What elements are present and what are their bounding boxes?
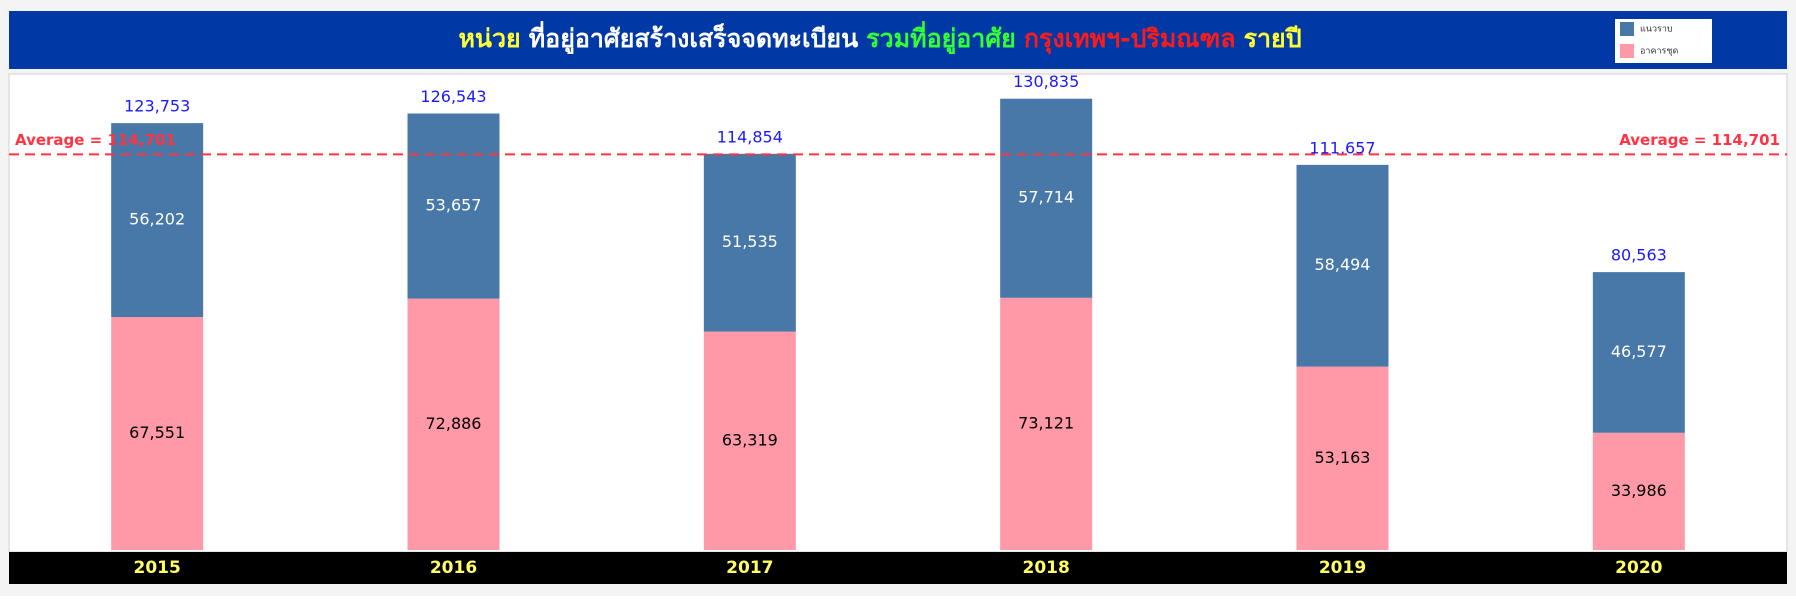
total-label: 126,543	[420, 87, 486, 106]
value-label: 51,535	[722, 232, 778, 251]
title-bar	[9, 11, 1787, 69]
bar-segment	[1296, 164, 1389, 367]
bar-segment	[1592, 272, 1685, 433]
value-label: 58,494	[1315, 255, 1371, 274]
bar-segment	[703, 331, 796, 550]
chart-title: หน่วย ที่อยู่อาศัยสร้างเสร็จจดทะเบียน รวมท…	[458, 21, 1301, 55]
bar-segment	[407, 113, 500, 299]
axis-band	[9, 552, 1787, 584]
bar-segment	[1592, 432, 1685, 550]
bar-segment	[1296, 366, 1389, 550]
average-label: Average = 114,701	[1619, 131, 1780, 149]
bar-segment	[703, 153, 796, 332]
x-tick-label: 2017	[726, 558, 773, 578]
title-part: รายปี	[1244, 24, 1302, 53]
bar-segment	[407, 298, 500, 550]
title-part: รวมที่อยู่อาศัย	[866, 21, 1016, 55]
value-label: 67,551	[129, 423, 185, 442]
x-tick-label: 2015	[134, 558, 181, 578]
title-part: ที่อยู่อาศัยสร้างเสร็จจดทะเบียน	[529, 21, 858, 55]
total-label: 111,657	[1309, 138, 1375, 157]
plot-area	[8, 73, 1788, 553]
value-label: 72,886	[426, 414, 482, 433]
average-label: Average = 114,701	[15, 131, 176, 149]
value-label: 63,319	[722, 430, 778, 449]
x-tick-label: 2019	[1319, 558, 1366, 578]
legend-swatch	[1620, 44, 1634, 58]
value-label: 57,714	[1018, 188, 1074, 207]
total-label: 114,854	[717, 127, 783, 146]
value-label: 33,986	[1611, 481, 1667, 500]
bar-segment	[111, 316, 204, 550]
title-part: กรุงเทพฯ-ปริมณฑล	[1024, 24, 1236, 55]
value-label: 53,163	[1315, 448, 1371, 467]
title-part: หน่วย	[458, 24, 520, 53]
legend-label: แนวราบ	[1640, 25, 1673, 35]
x-tick-label: 2020	[1615, 558, 1662, 578]
x-tick-label: 2018	[1023, 558, 1070, 578]
bar-segment	[1000, 98, 1093, 298]
legend-label: อาคารชุด	[1640, 47, 1678, 57]
x-tick-label: 2016	[430, 558, 477, 578]
bar-segment	[1000, 297, 1093, 550]
value-label: 56,202	[129, 210, 185, 229]
total-label: 123,753	[124, 97, 190, 116]
total-label: 130,835	[1013, 72, 1079, 91]
total-label: 80,563	[1611, 246, 1667, 265]
bar-segment	[111, 123, 204, 317]
legend-swatch	[1620, 22, 1634, 36]
value-label: 73,121	[1018, 413, 1074, 432]
value-label: 46,577	[1611, 342, 1667, 361]
value-label: 53,657	[426, 196, 482, 215]
